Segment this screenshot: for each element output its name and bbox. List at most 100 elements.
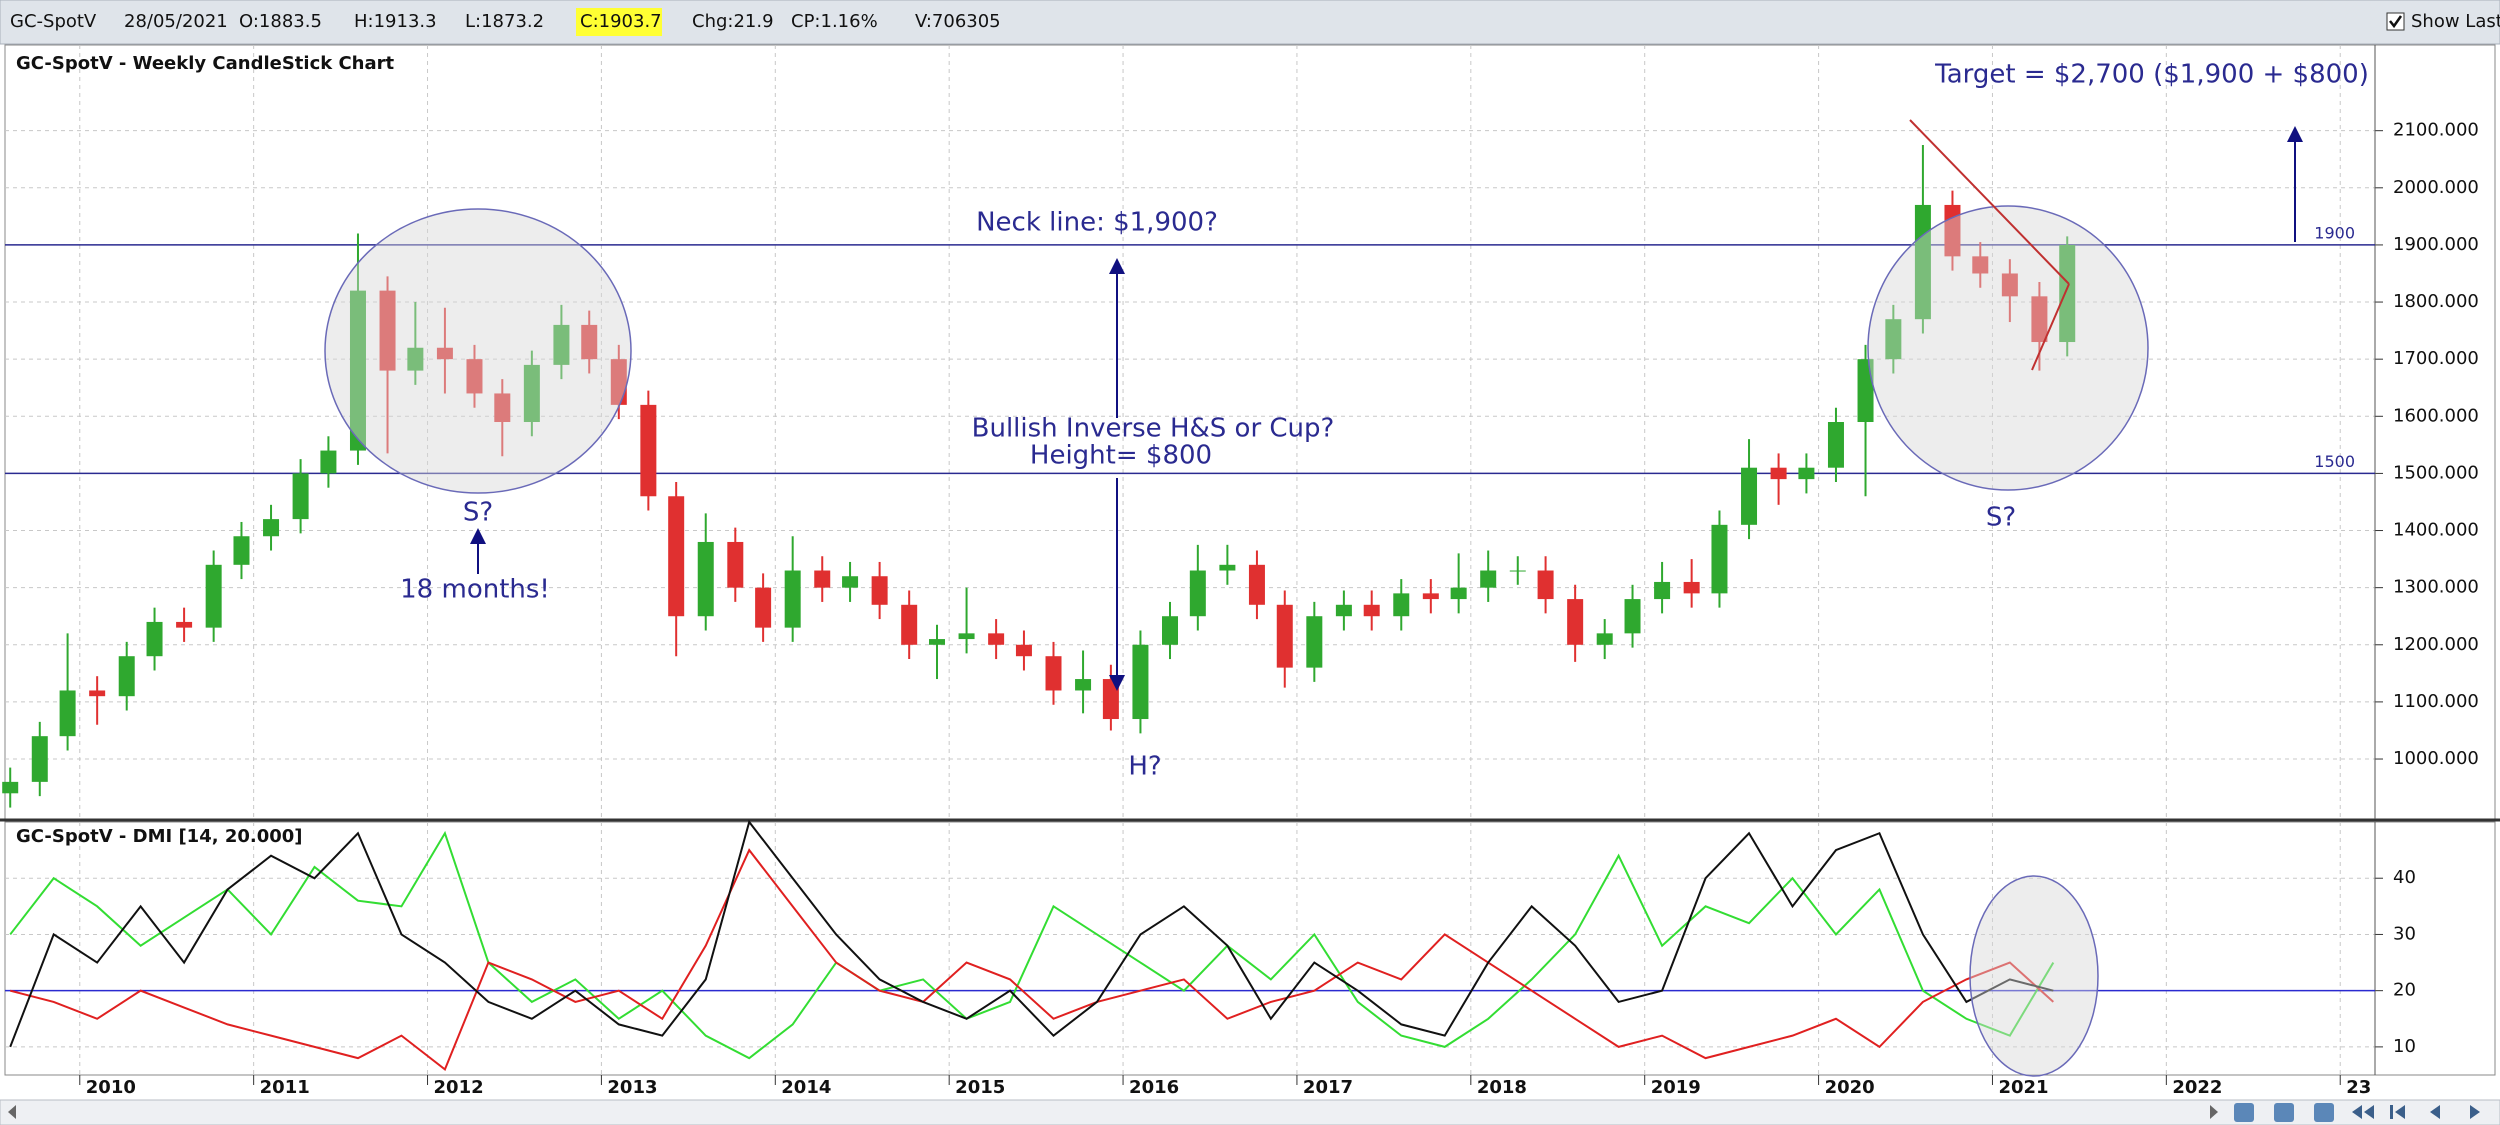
x-tick-label: 2018 [1477,1077,1527,1098]
candle-body [2031,296,2048,343]
candle-body [814,570,831,588]
annotation: H? [1128,752,1161,782]
panel-title: GC-SpotV - DMI [14, 20.000] [16,826,303,847]
candle-body [1335,604,1352,617]
symbol: GC-SpotV [10,11,97,32]
x-tick-label: 23 [2346,1077,2371,1098]
candle-body [1219,564,1236,571]
x-tick-label: 2013 [607,1077,657,1098]
x-tick-label: 2015 [955,1077,1005,1098]
candle-body [988,633,1005,645]
x-tick-label: 2016 [1129,1077,1179,1098]
high: H:1913.3 [354,11,437,32]
y-tick-label: 1800.000 [2393,291,2479,312]
tool-button[interactable] [2234,1103,2254,1122]
y-tick-label: 30 [2393,923,2416,944]
candle-body [407,347,424,371]
candle-body [2,781,19,794]
y-tick-label: 1600.000 [2393,405,2479,426]
candle-body [146,621,163,657]
candle-body [1393,593,1410,617]
candle-body [1683,581,1700,594]
check-mark [2389,15,2403,29]
nav-button[interactable] [2352,1105,2374,1119]
candle-body [1306,616,1323,668]
candle-body [1914,204,1931,320]
candle-body [929,639,946,645]
x-tick-label: 2012 [434,1077,484,1098]
candle-body [901,604,918,645]
candle-body [1075,679,1092,691]
dmi-circle [1969,875,2099,1077]
x-tick-label: 2021 [1998,1077,2048,1098]
candle-body [1102,679,1119,720]
nav-button[interactable] [2470,1105,2480,1119]
date: 28/05/2021 [124,11,228,32]
candle-body [31,736,48,782]
nav-button[interactable] [2390,1105,2405,1119]
candle-body [1045,656,1062,691]
candle-body [118,656,135,697]
candle-body [263,519,280,537]
toolbar [0,0,2500,45]
x-tick-label: 2017 [1303,1077,1353,1098]
show-last-label[interactable]: Show Last [2411,11,2500,32]
y-tick-label: 1300.000 [2393,577,2479,598]
candle-body [1624,599,1641,634]
dmi-line [9,848,2054,1071]
tool-button[interactable] [2274,1103,2294,1122]
y-tick-label: 1900.000 [2393,234,2479,255]
volume: V:706305 [915,11,1001,32]
y-tick-label: 10 [2393,1036,2416,1057]
close-highlight [576,8,662,36]
candle-body [842,576,859,588]
candle-body [1944,204,1961,257]
scroll-left[interactable] [8,1105,16,1119]
candle-body [1422,593,1439,600]
panel-title: GC-SpotV - Weekly CandleStick Chart [16,53,395,74]
candle-body [176,621,193,628]
price-panel [4,44,2496,820]
candle-body [1276,604,1293,668]
candle-body [640,404,657,497]
shoulder-circle [1867,205,2149,491]
nav-button[interactable] [2430,1105,2440,1119]
x-tick-label: 2020 [1825,1077,1875,1098]
annotation: Neck line: $1,900? [976,208,1218,238]
low: L:1873.2 [465,11,544,32]
y-tick-label: 1100.000 [2393,691,2479,712]
candle-body [1827,422,1844,468]
candle-body [1537,570,1554,600]
candle-body [233,536,250,565]
candle-body [1654,581,1671,600]
trend-line [1909,119,2070,285]
candle-body [727,541,744,588]
scroll-right[interactable] [2210,1105,2218,1119]
candle-body [1450,587,1467,600]
candle-body [784,570,801,628]
candle-body [1885,319,1902,360]
annotation: S? [463,498,493,528]
candle-body [668,496,685,617]
candle-body [581,324,598,360]
scrollbar[interactable] [0,1099,2500,1125]
tool-button[interactable] [2314,1103,2334,1122]
y-tick-label: 1700.000 [2393,348,2479,369]
reference-label: 1500 [2314,452,2355,471]
trend-line [2031,283,2070,371]
annotation: Target = $2,700 ($1,900 + $800) [1934,60,2369,90]
candle-body [610,359,627,405]
x-tick-label: 2022 [2172,1077,2222,1098]
y-tick-label: 2000.000 [2393,177,2479,198]
candle-body [553,324,570,365]
close: C:1903.7 [580,11,662,32]
candle-body [1363,604,1380,617]
candle-body [2059,244,2076,343]
y-tick-label: 1000.000 [2393,748,2479,769]
candle-body [1567,599,1584,645]
candle-body [349,290,366,451]
reference-label: 1900 [2314,223,2355,242]
change-percent: CP:1.16% [791,11,878,32]
candle-body [1972,256,1989,274]
